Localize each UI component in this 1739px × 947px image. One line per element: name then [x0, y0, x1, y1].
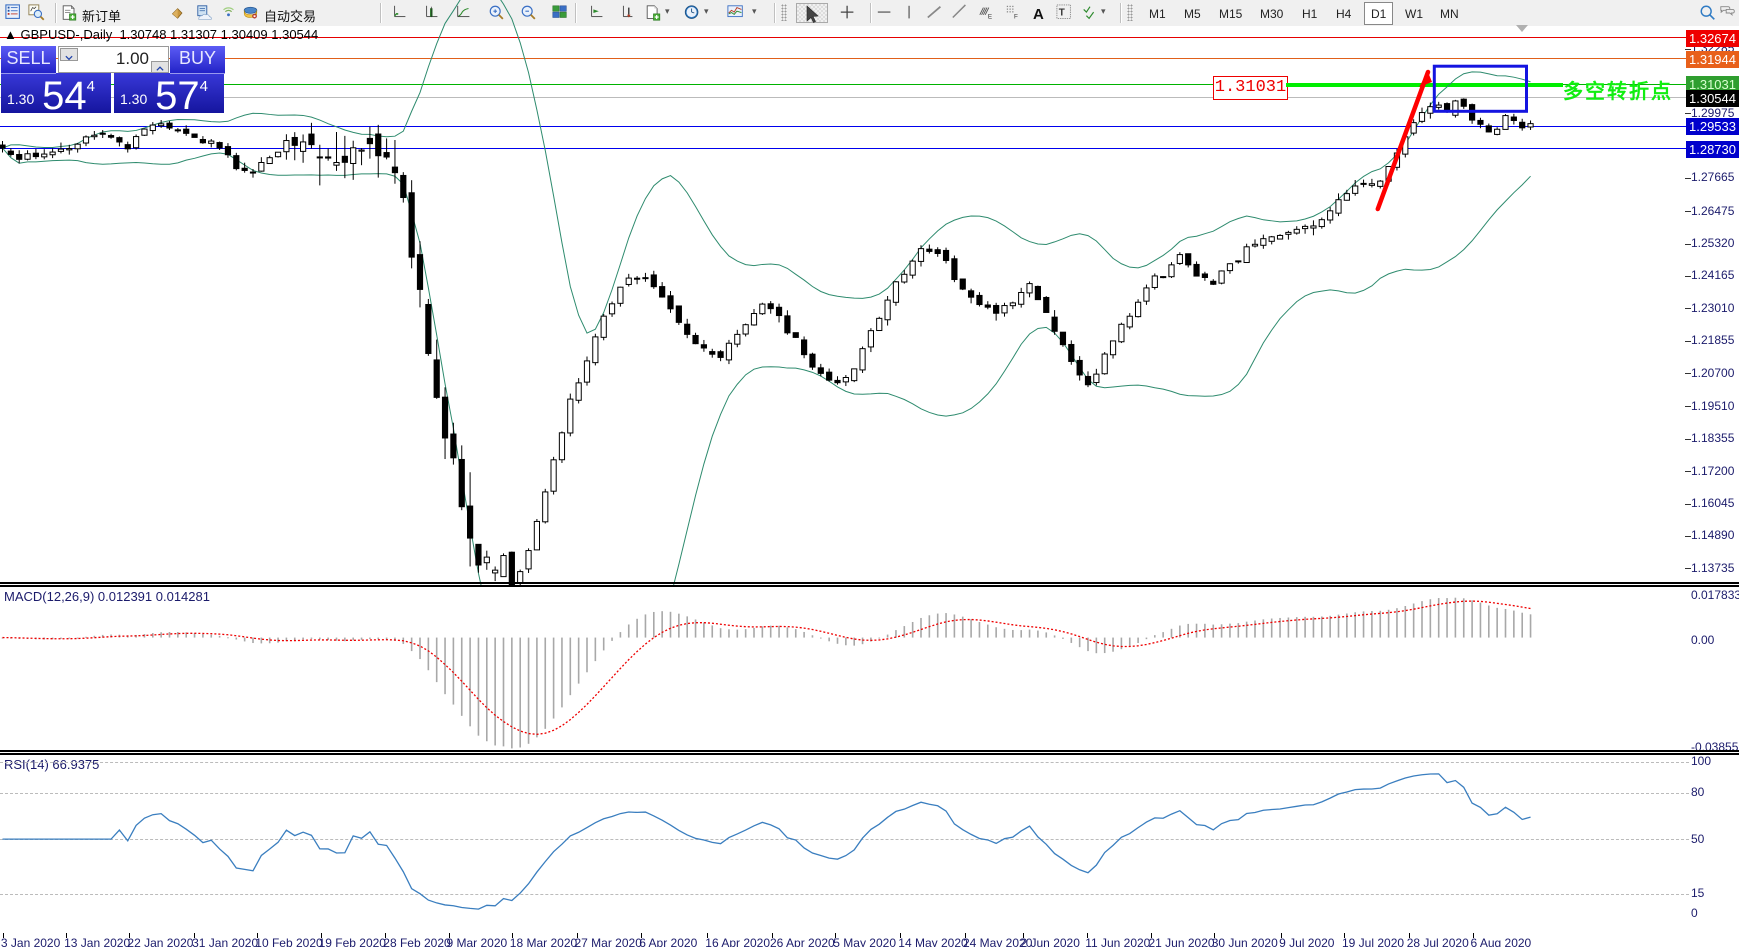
svg-text:T: T	[1059, 8, 1065, 19]
svg-text:F: F	[1014, 13, 1018, 20]
svg-text:E: E	[988, 13, 992, 20]
